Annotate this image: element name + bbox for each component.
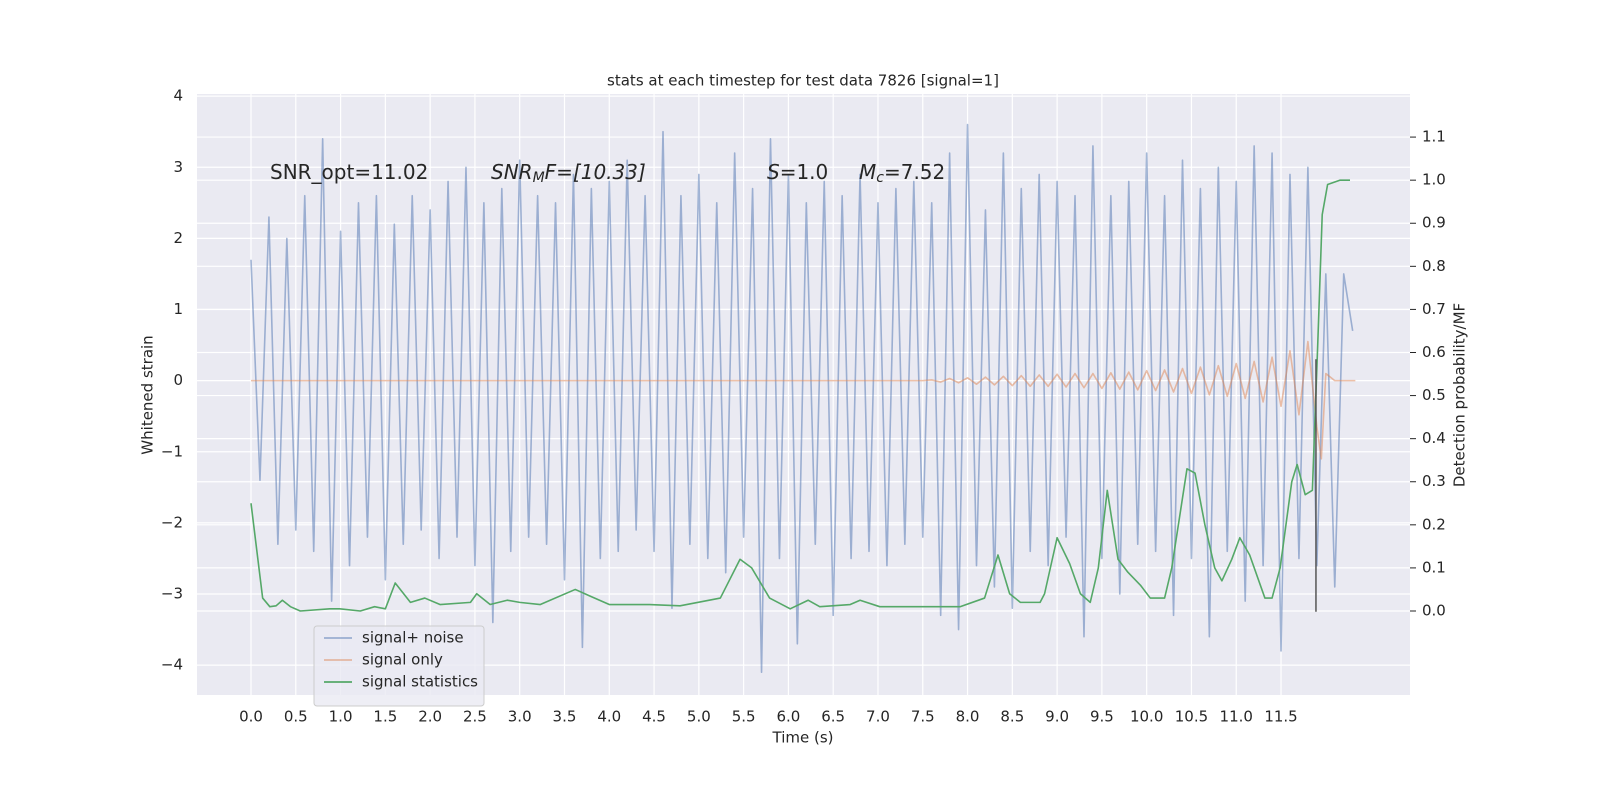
y2-tick-label: 0.7 bbox=[1422, 300, 1446, 318]
x-tick-label: 4.0 bbox=[597, 708, 621, 726]
annotation-part: c bbox=[876, 170, 884, 186]
annotation-part: F=[10.33] bbox=[545, 160, 646, 184]
annotation: Mc=7.52 bbox=[859, 160, 945, 187]
x-tick-label: 5.5 bbox=[732, 708, 756, 726]
x-tick-label: 9.0 bbox=[1045, 708, 1069, 726]
x-tick-label: 11.5 bbox=[1264, 708, 1297, 726]
y2-tick-label: 0.9 bbox=[1422, 214, 1446, 232]
y-tick-label: 2 bbox=[173, 229, 183, 247]
annotation-part: SNR_opt=11.02 bbox=[270, 160, 428, 184]
y2-tick-label: 0.1 bbox=[1422, 558, 1446, 576]
x-tick-label: 3.0 bbox=[508, 708, 532, 726]
x-tick-label: 4.5 bbox=[642, 708, 666, 726]
x-tick-label: 11.0 bbox=[1220, 708, 1253, 726]
annotation-part: =1.0 bbox=[780, 160, 829, 184]
x-axis-label: Time (s) bbox=[772, 729, 834, 747]
series-line bbox=[250, 179, 1350, 612]
y-axis-label: Whitened strain bbox=[139, 335, 157, 454]
annotation-part: M bbox=[859, 160, 876, 184]
annotation-part: S bbox=[767, 160, 780, 184]
x-tick-label: 7.0 bbox=[866, 708, 890, 726]
x-tick-label: 0.0 bbox=[239, 708, 263, 726]
annotation-part: M bbox=[533, 170, 545, 186]
x-tick-label: 10.0 bbox=[1130, 708, 1163, 726]
y-tick-label: −1 bbox=[161, 442, 183, 460]
y-tick-label: 3 bbox=[173, 158, 183, 176]
y2-tick-label: 0.5 bbox=[1422, 386, 1446, 404]
x-tick-label: 10.5 bbox=[1175, 708, 1208, 726]
annotation: SNRMF=[10.33] bbox=[491, 160, 646, 187]
chart-title: stats at each timestep for test data 782… bbox=[607, 72, 999, 90]
x-tick-label: 8.0 bbox=[956, 708, 980, 726]
x-tick-label: 8.5 bbox=[1000, 708, 1024, 726]
y-tick-label: 0 bbox=[173, 371, 183, 389]
y2-tick-label: 0.2 bbox=[1422, 515, 1446, 533]
legend-label: signal only bbox=[362, 651, 443, 669]
y-tick-label: −2 bbox=[161, 513, 183, 531]
series-line bbox=[250, 123, 1354, 674]
y2-tick-label: 0.8 bbox=[1422, 257, 1446, 275]
y-tick-label: 4 bbox=[173, 87, 183, 105]
marks bbox=[250, 123, 1356, 674]
legend-box bbox=[313, 625, 485, 707]
y-tick-label: −4 bbox=[161, 656, 183, 674]
y2-tick-label: 0.6 bbox=[1422, 343, 1446, 361]
y-tick-label: −3 bbox=[161, 585, 183, 603]
legend-label: signal+ noise bbox=[362, 629, 464, 647]
annotation: S=1.0 bbox=[767, 160, 828, 184]
series-line bbox=[251, 340, 1356, 460]
x-tick-label: 6.0 bbox=[776, 708, 800, 726]
annotation: SNR_opt=11.02 bbox=[270, 160, 428, 184]
x-tick-label: 6.5 bbox=[821, 708, 845, 726]
legend-label: signal statistics bbox=[362, 673, 478, 691]
x-tick-label: 7.5 bbox=[911, 708, 935, 726]
y2-tick-label: 1.0 bbox=[1422, 171, 1446, 189]
x-tick-label: 1.5 bbox=[373, 708, 397, 726]
x-tick-label: 3.5 bbox=[553, 708, 577, 726]
annotation-part: =7.52 bbox=[884, 160, 945, 184]
y2-tick-label: 0.3 bbox=[1422, 472, 1446, 490]
x-tick-label: 0.5 bbox=[284, 708, 308, 726]
y2-axis-label: Detection probability/MF bbox=[1451, 303, 1469, 487]
y2-tick-label: 0.0 bbox=[1422, 601, 1446, 619]
y2-tick-label: 0.4 bbox=[1422, 429, 1446, 447]
x-tick-label: 2.5 bbox=[463, 708, 487, 726]
labels: 0.0 0.5 1.0 1.5 2.0 2.5 3.0 3.5 4.0 4.5 5.0 5.5 6.0 6… bbox=[161, 87, 1446, 726]
x-tick-label: 1.0 bbox=[329, 708, 353, 726]
y-tick-label: 1 bbox=[173, 300, 183, 318]
y2-tick-label: 1.1 bbox=[1422, 128, 1446, 146]
x-tick-label: 5.0 bbox=[687, 708, 711, 726]
x-tick-label: 2.0 bbox=[418, 708, 442, 726]
x-tick-label: 9.5 bbox=[1090, 708, 1114, 726]
annotation-part: SNR bbox=[491, 160, 533, 184]
